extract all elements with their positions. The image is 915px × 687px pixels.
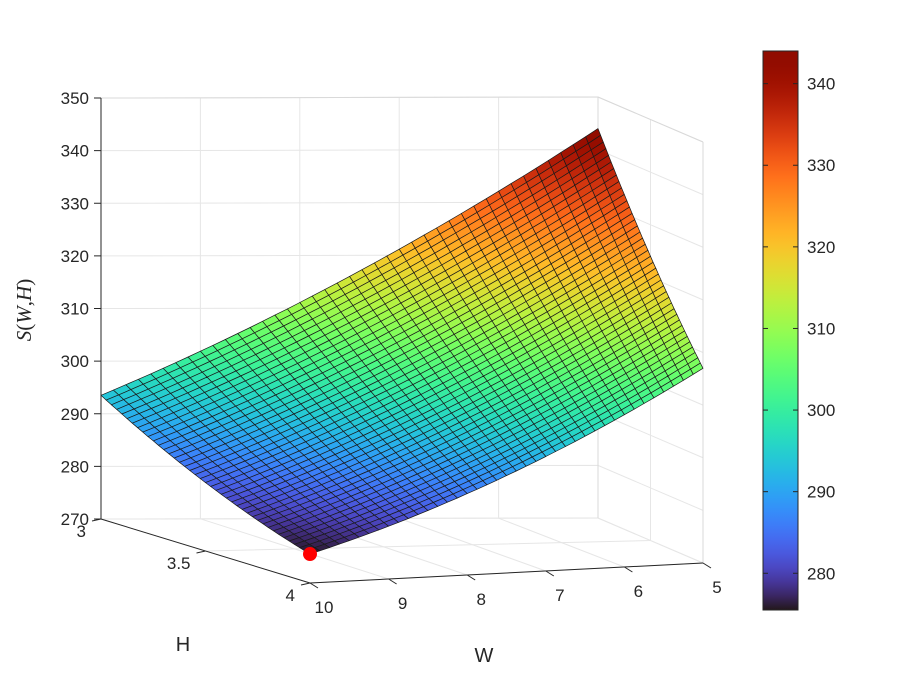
z-axis-label-part: , [12, 301, 36, 306]
axes-box-edge [100, 96, 599, 99]
marker-layer [303, 547, 317, 562]
colorbar-bar [762, 50, 799, 611]
w-axis-line [309, 562, 704, 584]
colorbar-tick-label: 340 [807, 75, 835, 94]
colorbar-tick-label: 320 [807, 238, 835, 257]
w-tick-mark [545, 570, 555, 577]
colorbar-tick-label: 310 [807, 319, 835, 338]
z-tick-label: 280 [61, 457, 89, 476]
z-tick-label: 300 [61, 352, 89, 371]
z-axis-label-part: ( [12, 324, 36, 331]
z-axis-label-part: W [12, 304, 36, 324]
w-tick-label: 10 [315, 598, 334, 617]
y-axis-label: H [176, 634, 190, 656]
w-tick-label: 6 [634, 582, 643, 601]
z-tick-label: 270 [61, 510, 89, 529]
z-tick-label: 290 [61, 405, 89, 424]
z-tick-label: 320 [61, 247, 89, 266]
h-tick-label: 4 [286, 586, 295, 605]
w-tick-label: 7 [555, 586, 564, 605]
w-tick-mark [309, 582, 319, 589]
h-tick-mark [300, 582, 311, 586]
w-tick-label: 9 [398, 594, 407, 613]
colorbar-tick-label: 290 [807, 483, 835, 502]
z-tick-label: 350 [61, 89, 89, 108]
x-axis-label: W [475, 645, 494, 667]
w-tick-label: 5 [712, 578, 721, 597]
h-tick-mark [196, 550, 206, 554]
w-tick-mark [702, 562, 712, 569]
tick-labels: 270 280 290 300 310 320 330 340 350 10 9 8 7 6 5 3 3.5 4 [61, 89, 722, 617]
colorbar-tick-label: 300 [807, 401, 835, 420]
w-tick-mark [624, 566, 633, 573]
h-tick-mark [91, 518, 102, 522]
z-axis-label-part: H [12, 284, 36, 302]
w-tick-mark [388, 578, 397, 585]
colorbar: 280 290 300 310 320 330 340 [762, 50, 835, 611]
min-point-marker [303, 547, 317, 562]
z-tick-label: 310 [61, 300, 89, 319]
z-tick-label: 330 [61, 194, 89, 213]
w-tick-mark [466, 574, 476, 581]
z-tick-label: 340 [61, 142, 89, 161]
z-axis-label: S(W,H) [12, 279, 36, 341]
h-tick-label: 3.5 [167, 554, 191, 573]
z-axis-label-part: ) [12, 279, 36, 286]
colorbar-tick-label: 330 [807, 156, 835, 175]
colorbar-tick-label: 280 [807, 564, 835, 583]
axes-box-edge [597, 96, 704, 143]
h-tick-label: 3 [77, 522, 86, 541]
surface-mesh [100, 128, 704, 555]
w-tick-label: 8 [476, 590, 485, 609]
z-axis-label-part: S [12, 330, 36, 341]
